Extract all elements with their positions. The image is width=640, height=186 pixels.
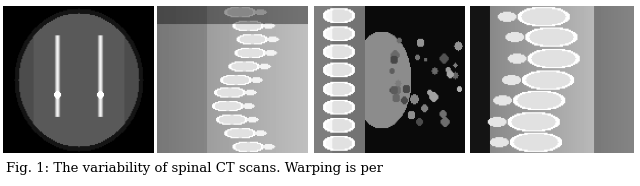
Text: Fig. 1: The variability of spinal CT scans. Warping is per: Fig. 1: The variability of spinal CT sca… xyxy=(6,162,383,175)
